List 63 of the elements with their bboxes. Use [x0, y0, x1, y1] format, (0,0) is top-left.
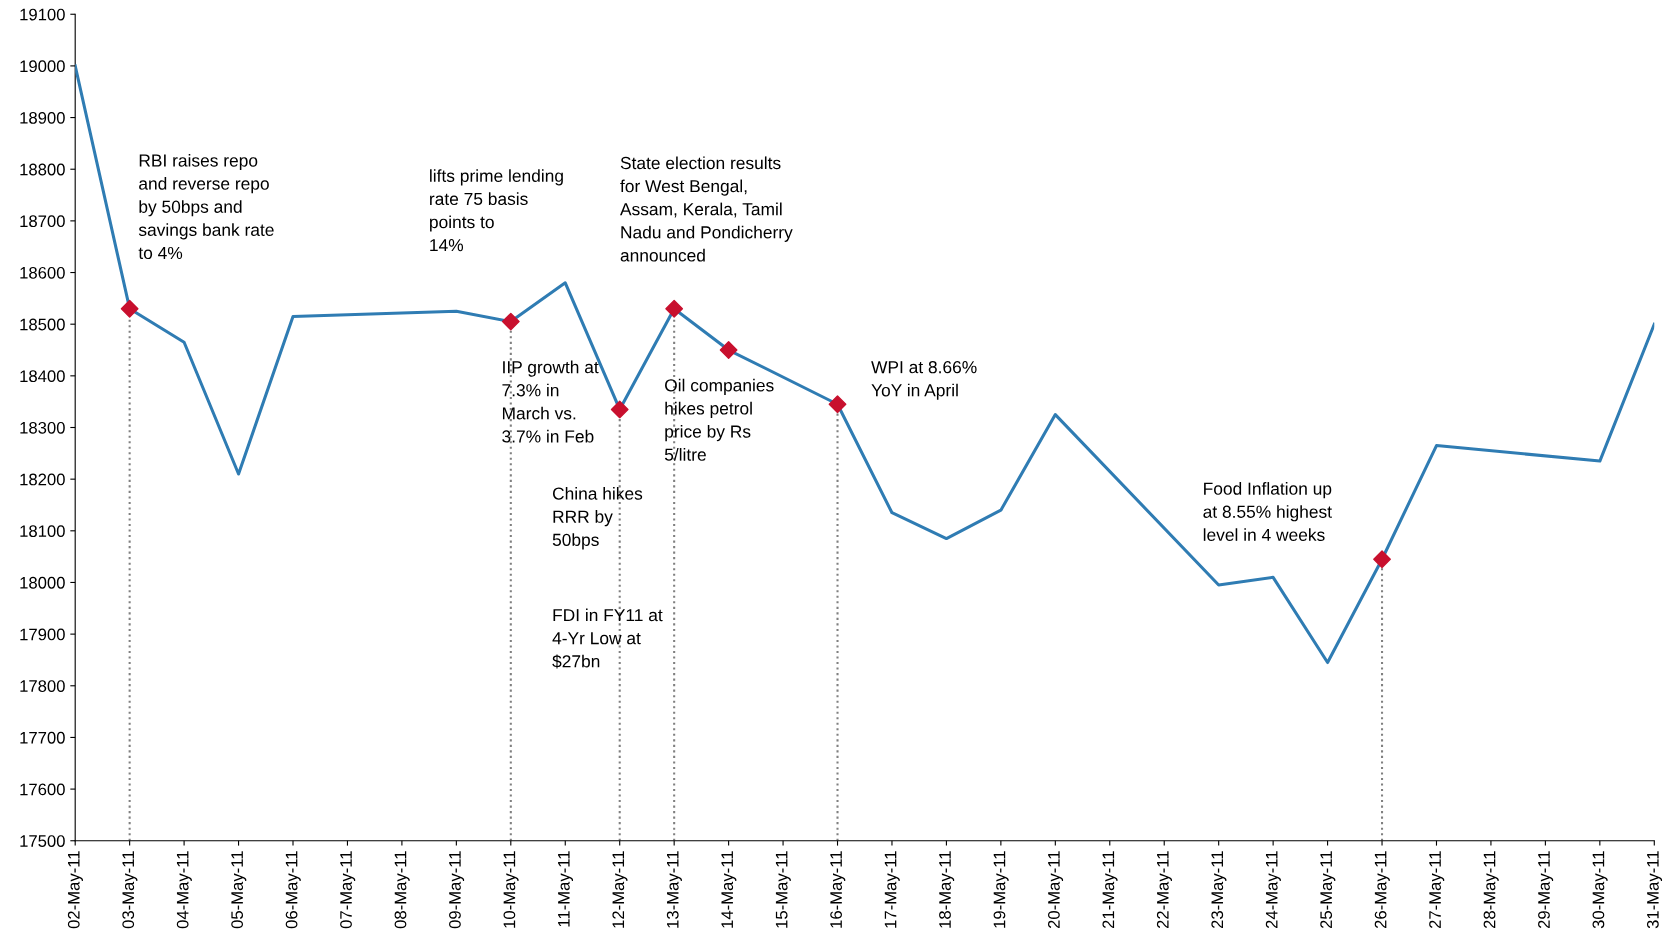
- y-tick-label: 19100: [20, 8, 65, 21]
- y-tick-label: 18500: [20, 318, 65, 331]
- y-tick-label: 19000: [20, 60, 65, 73]
- x-tick-label: 25-May-11: [1320, 851, 1336, 929]
- x-tick-label: 08-May-11: [394, 851, 410, 929]
- annotation: WPI at 8.66% YoY in April: [871, 361, 977, 400]
- y-tick-label: 17700: [20, 731, 65, 744]
- x-tick-label: 24-May-11: [1265, 851, 1281, 929]
- x-tick-label: 11-May-11: [558, 851, 574, 927]
- annotation: lifts prime lending rate 75 basis points to 14%: [430, 169, 563, 252]
- annotation: Oil companies hikes petrol price by Rs 5/litre: [664, 378, 774, 461]
- y-tick-label: 18600: [20, 266, 65, 279]
- x-tick-label: 05-May-11: [231, 851, 247, 929]
- x-tick-label: 15-May-11: [775, 851, 791, 928]
- point: [828, 395, 847, 414]
- annotation: FDI in FY11 at 4-Yr Low at $27bn: [552, 608, 663, 669]
- y-tick-label: 18900: [20, 111, 65, 124]
- x-tick-label: 27-May-11: [1429, 851, 1445, 929]
- x-tick-label: 18-May-11: [939, 851, 955, 928]
- x-tick-label: 09-May-11: [449, 851, 465, 929]
- annotation: State election results for West Bengal, Assam, Kerala, Tamil Nadu and Pondicherry announced: [620, 156, 793, 262]
- x-tick-label: 04-May-11: [176, 851, 192, 929]
- x-tick-label: 29-May-11: [1538, 851, 1554, 929]
- y-tick-label: 18700: [20, 215, 65, 228]
- y-tick-label: 18200: [20, 473, 65, 486]
- point: [120, 299, 139, 318]
- x-tick-label: 02-May-11: [67, 851, 83, 929]
- point: [665, 299, 684, 318]
- annotation: RBI raises repo and reverse repo by 50bps and savings bank rate to 4%: [138, 153, 274, 260]
- x-tick-label: 20-May-11: [1047, 851, 1064, 929]
- annotation: Food Inflation up at 8.55% highest level in 4 weeks: [1203, 482, 1332, 542]
- y-tick-label: 17900: [20, 628, 65, 641]
- x-tick-label: 28-May-11: [1483, 851, 1499, 929]
- x-tick-label: 23-May-11: [1211, 851, 1227, 929]
- x-tick-label: 16-May-11: [830, 851, 846, 928]
- x-tick-label: 10-May-11: [503, 851, 519, 928]
- x-tick-label: 03-May-11: [122, 851, 138, 929]
- y-tick-label: 18000: [20, 576, 65, 589]
- x-tick-label: 14-May-11: [721, 851, 737, 928]
- point: [610, 400, 629, 419]
- x-tick-label: 07-May-11: [340, 851, 356, 929]
- y-tick-label: 18100: [20, 525, 65, 538]
- point: [719, 341, 738, 359]
- point: [501, 312, 520, 331]
- y-tick-label: 17600: [20, 783, 65, 796]
- y-tick-label: 18800: [20, 163, 65, 176]
- y-tick-label: 18300: [20, 421, 65, 434]
- x-tick-label: 19-May-11: [993, 851, 1009, 928]
- x-tick-label: 30-May-11: [1592, 851, 1608, 929]
- x-tick-label: 22-May-11: [1156, 851, 1172, 929]
- x-tick-label: 06-May-11: [285, 851, 301, 929]
- y-tick-label: 17500: [20, 835, 65, 847]
- x-tick-label: 31-May-11: [1646, 851, 1663, 929]
- y-tick-label: 17800: [20, 680, 65, 692]
- y-tick-label: 18400: [20, 370, 65, 383]
- x-tick-label: 13-May-11: [666, 851, 682, 928]
- annotation: China hikes RRR by 50bps: [552, 487, 643, 550]
- x-tick-label: 26-May-11: [1374, 851, 1390, 929]
- x-tick-label: 21-May-11: [1102, 851, 1118, 929]
- x-tick-label: 17-May-11: [884, 851, 900, 928]
- x-tick-label: 12-May-11: [612, 851, 628, 928]
- point: [1373, 550, 1391, 569]
- annotation: IIP growth at 7.3% in March vs. 3.7% in Feb: [502, 360, 599, 443]
